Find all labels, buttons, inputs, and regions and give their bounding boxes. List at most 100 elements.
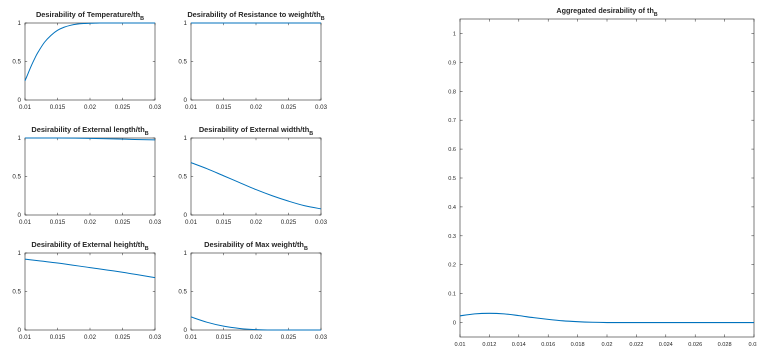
x-tick-label: 0.014 — [512, 342, 526, 348]
subplot-title-sub: B — [309, 131, 313, 137]
x-tick-label: 0.03 — [315, 334, 328, 341]
series-line-1 — [459, 312, 754, 324]
x-tick-label: 0.02 — [84, 219, 97, 226]
axes-box — [459, 18, 755, 338]
y-tick-label: 0.5 — [448, 176, 456, 182]
x-tick-label: 0.018 — [571, 342, 585, 348]
y-tick-label: 1 — [18, 135, 22, 142]
x-tick-label: 0.012 — [482, 342, 496, 348]
x-tick-label: 0.015 — [216, 104, 232, 111]
axes-box — [190, 252, 322, 331]
y-tick-label: 0 — [18, 97, 22, 104]
y-tick-label: 0 — [184, 327, 188, 334]
subplot-title: Desirability of External width/thB — [199, 125, 313, 137]
subplot-title: Desirability of Resistance to weight/thB — [187, 10, 324, 22]
y-tick-label: 0.9 — [448, 60, 456, 66]
subplot-2: 0.01 0.015 0.02 0.025 0.03 0 0.5 1Desirability … — [178, 10, 327, 111]
y-tick-label: 0.7 — [448, 118, 456, 124]
y-tick-label: 1 — [18, 20, 22, 27]
axes-box — [24, 137, 156, 216]
y-tick-label: 1 — [184, 20, 188, 27]
subplot-5: 0.01 0.015 0.02 0.025 0.03 0 0.5 1 Desirability … — [12, 240, 161, 341]
y-tick-label: 0.5 — [12, 59, 21, 66]
axes-box — [190, 137, 322, 216]
subplot-title-main: Desirability of Temperature/th — [36, 10, 141, 19]
x-tick-label: 0.025 — [281, 219, 297, 226]
x-tick-label: 0.01 — [185, 104, 198, 111]
subplot-title-main: Aggregated desirability of th — [556, 6, 653, 15]
y-tick-label: 0.5 — [178, 174, 187, 181]
y-tick-label: 0.5 — [178, 289, 187, 296]
y-tick-label: 0 — [184, 212, 188, 219]
x-tick-label: 0.025 — [115, 104, 131, 111]
x-tick-label: 0.02 — [250, 334, 263, 341]
subplot-title-main: Desirability of External width/th — [199, 125, 310, 134]
y-tick-label: 0 — [453, 321, 456, 327]
y-tick-label: 0 — [18, 327, 22, 334]
y-tick-label: 0 — [18, 212, 22, 219]
series-line-1 — [24, 137, 156, 141]
x-tick-label: 0.025 — [115, 334, 131, 341]
x-tick-label: 0.03 — [149, 219, 162, 226]
axes-box — [24, 252, 156, 331]
y-tick-label: 0.3 — [448, 234, 456, 240]
y-tick-label: 0.5 — [12, 174, 21, 181]
x-tick-label: 0.03 — [149, 104, 162, 111]
x-tick-label: 0.02 — [84, 334, 97, 341]
subplot-title-sub: B — [321, 16, 325, 22]
x-tick-label: 0.024 — [659, 342, 673, 348]
x-tick-label: 0.022 — [629, 342, 643, 348]
subplot-4: 0.01 0.015 0.02 0.025 0.03 0 0.5 1 Desirability … — [178, 125, 327, 226]
x-tick-label: 0.03 — [315, 104, 328, 111]
subplot-3: 0.01 0.015 0.02 0.025 0.03 0 0.5 1 Desirability … — [12, 125, 161, 226]
series-line-1 — [24, 258, 156, 279]
x-tick-label: 0.015 — [50, 334, 66, 341]
subplot-6: 0.01 0.015 0.02 0.025 0.03 0 0.5 1 Desirability … — [178, 240, 327, 341]
x-tick-label: 0.015 — [216, 219, 232, 226]
subplot-title: Desirability of External length/thB — [31, 125, 148, 137]
subplot-title-sub: B — [145, 246, 149, 252]
x-tick-label: 0.025 — [281, 104, 297, 111]
y-tick-label: 0.4 — [448, 205, 456, 211]
axes-box — [24, 22, 156, 101]
x-tick-label: 0.026 — [688, 342, 702, 348]
x-tick-label: 0.015 — [216, 334, 232, 341]
x-tick-label: 0.03 — [315, 219, 328, 226]
subplot-title-sub: B — [140, 16, 144, 22]
x-tick-label: 0.025 — [115, 219, 131, 226]
y-tick-label: 0.1 — [448, 292, 456, 298]
subplot-title-main: Desirability of External length/th — [31, 125, 145, 134]
subplot-title-main: Desirability of Resistance to weight/th — [187, 10, 321, 19]
subplot-title: Aggregated desirability of thB — [556, 6, 657, 18]
x-tick-label: 0.025 — [281, 334, 297, 341]
y-tick-label: 1 — [453, 31, 456, 37]
subplot-title-main: Desirability of Max weight/th — [204, 240, 304, 249]
subplot-1: 0.01 0.015 0.02 0.025 0.03 0 0.5 1 Desirability … — [12, 10, 161, 111]
x-tick-label: 0.01 — [185, 219, 198, 226]
x-tick-label: 0.015 — [50, 219, 66, 226]
subplot-7: 0.01 0.012 0.014 0.016 0.018 0.02 0.022 0.024 0.… — [448, 6, 757, 348]
y-tick-label: 0.5 — [12, 289, 21, 296]
x-tick-label: 0.016 — [541, 342, 555, 348]
x-tick-label: 0.02 — [84, 104, 97, 111]
y-tick-label: 1 — [184, 135, 188, 142]
subplot-title-sub: B — [654, 12, 658, 18]
x-tick-label: 0.03 — [149, 334, 162, 341]
axes-box — [190, 22, 322, 101]
subplot-title: Desirability of Max weight/thB — [204, 240, 308, 252]
y-tick-label: 0.6 — [448, 147, 456, 153]
y-tick-label: 1 — [18, 250, 22, 257]
x-tick-label: 0.03 — [749, 342, 757, 348]
y-tick-label: 0.5 — [178, 59, 187, 66]
x-tick-label: 0.01 — [455, 342, 466, 348]
series-line-1 — [24, 22, 155, 81]
x-tick-label: 0.02 — [250, 104, 263, 111]
subplot-title-main: Desirability of External height/th — [31, 240, 145, 249]
subplot-title-sub: B — [304, 246, 308, 252]
x-tick-label: 0.01 — [19, 104, 32, 111]
x-tick-label: 0.01 — [19, 334, 32, 341]
series-line-1 — [190, 162, 322, 210]
x-tick-label: 0.015 — [50, 104, 66, 111]
x-tick-label: 0.01 — [185, 334, 198, 341]
